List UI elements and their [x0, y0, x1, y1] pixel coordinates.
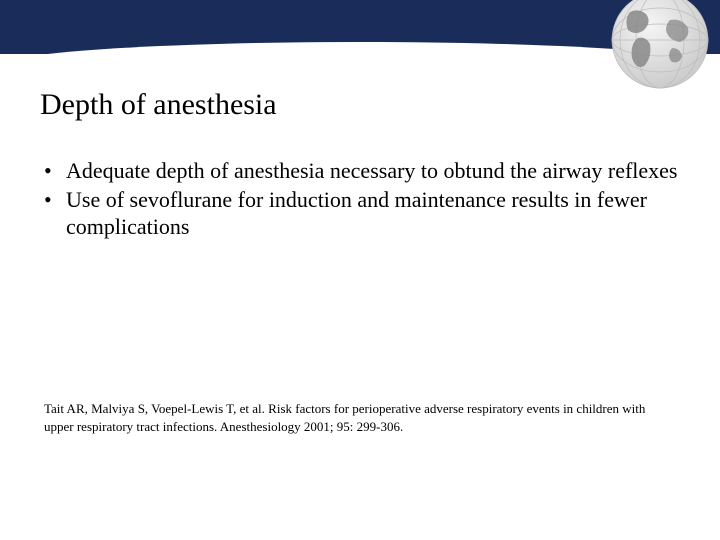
citation-text: Tait AR, Malviya S, Voepel-Lewis T, et a…: [44, 400, 676, 435]
globe-icon: [600, 0, 710, 90]
slide-title: Depth of anesthesia: [40, 88, 680, 122]
bullet-list: Adequate depth of anesthesia necessary t…: [40, 158, 680, 240]
bullet-item: Adequate depth of anesthesia necessary t…: [40, 158, 680, 185]
bullet-item: Use of sevoflurane for induction and mai…: [40, 187, 680, 241]
